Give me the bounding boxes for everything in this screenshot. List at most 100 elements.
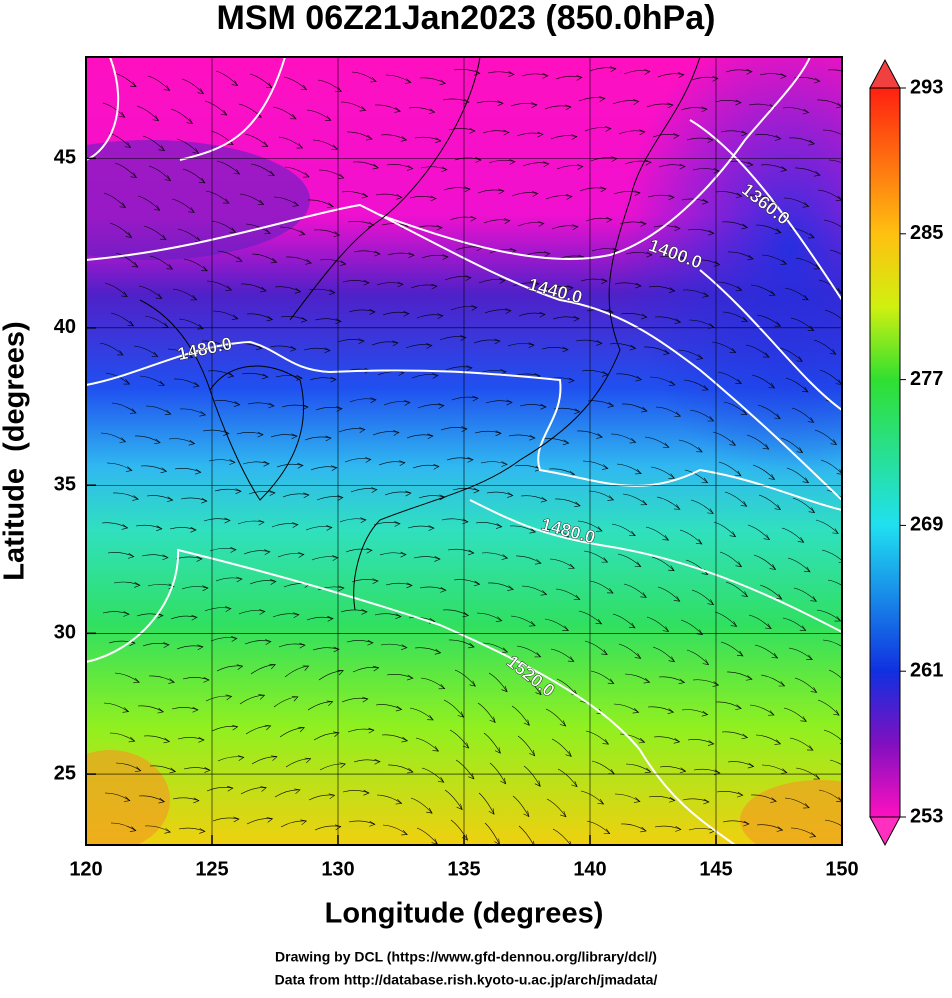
streamline — [612, 613, 636, 629]
stream-arrow — [427, 714, 434, 721]
streamline — [141, 554, 169, 558]
stream-arrow — [543, 161, 550, 168]
stream-arrow — [334, 824, 342, 831]
streamline — [589, 580, 614, 594]
colorbar-tick-label: 277 — [910, 368, 943, 390]
streamline — [624, 160, 652, 165]
streamline — [210, 130, 234, 145]
stream-arrow — [426, 343, 433, 349]
stream-arrow — [470, 215, 477, 222]
streamline — [206, 787, 233, 792]
streamline — [179, 408, 206, 416]
streamline — [818, 789, 842, 803]
y-axis-label: Latitude (degrees) — [0, 321, 31, 580]
stream-arrow — [227, 372, 235, 378]
stream-arrow — [646, 251, 653, 258]
stream-arrow — [461, 426, 468, 432]
streamline — [589, 67, 616, 72]
streamline — [784, 287, 809, 301]
colorbar-tick-label: 261 — [910, 659, 943, 681]
stream-arrow — [263, 460, 270, 467]
streamline — [816, 609, 841, 622]
stream-arrow — [339, 762, 346, 768]
stream-arrow — [231, 724, 239, 731]
streamline — [272, 613, 299, 618]
streamline — [138, 795, 165, 802]
streamline — [685, 559, 708, 575]
streamline — [201, 340, 228, 348]
stream-arrow — [499, 278, 506, 284]
streamline — [688, 319, 715, 328]
stream-arrow — [121, 291, 128, 297]
stream-arrow — [436, 224, 443, 231]
stream-arrow — [833, 709, 840, 716]
streamline — [722, 311, 748, 322]
streamline — [618, 130, 645, 135]
streamline — [754, 134, 781, 140]
stream-arrow — [225, 694, 233, 701]
streamline — [822, 639, 842, 647]
stream-arrow — [260, 286, 267, 293]
stream-arrow — [231, 314, 239, 320]
stream-arrow — [405, 490, 412, 497]
streamline — [717, 371, 742, 384]
streamline — [680, 107, 708, 111]
stream-arrow — [197, 88, 205, 95]
streamline — [178, 827, 205, 832]
streamline — [788, 137, 815, 145]
streamline — [380, 643, 407, 649]
stream-arrow — [509, 159, 516, 165]
stream-arrow — [679, 163, 686, 170]
stream-arrow — [836, 796, 842, 803]
stream-arrow — [408, 252, 415, 258]
streamline — [795, 767, 820, 780]
stream-arrow — [489, 716, 496, 724]
stream-arrow — [628, 622, 636, 629]
streamline — [212, 310, 238, 319]
streamline — [136, 105, 159, 121]
stream-arrow — [468, 549, 475, 556]
streamline — [654, 316, 681, 323]
streamline — [374, 613, 402, 617]
stream-arrow — [560, 811, 567, 818]
stream-arrow — [155, 293, 163, 299]
stream-arrow — [533, 281, 540, 288]
streamline — [137, 195, 160, 211]
streamline — [515, 555, 542, 564]
streamline — [686, 649, 709, 665]
stream-arrow — [607, 588, 614, 594]
streamline — [522, 675, 542, 695]
stream-arrow — [397, 281, 404, 288]
streamline — [353, 759, 381, 763]
stream-arrow — [333, 231, 341, 237]
streamline — [172, 797, 200, 802]
stream-arrow — [394, 107, 401, 113]
stream-arrow — [360, 517, 367, 524]
stream-arrow — [266, 315, 274, 322]
streamline — [305, 526, 332, 531]
streamline — [372, 431, 399, 436]
stream-arrow — [328, 793, 336, 800]
streamline — [720, 130, 748, 135]
stream-arrow — [774, 739, 782, 745]
streamline — [280, 820, 307, 828]
stream-arrow — [745, 675, 753, 681]
stream-arrow — [641, 406, 648, 413]
stream-arrow — [680, 256, 687, 262]
streamline — [483, 219, 510, 224]
streamline — [381, 734, 408, 742]
stream-arrow — [607, 678, 615, 684]
streamline — [783, 707, 807, 722]
stream-arrow — [847, 258, 853, 263]
streamline — [241, 372, 268, 378]
streamline — [750, 284, 776, 296]
streamline — [815, 519, 839, 534]
streamline — [693, 259, 720, 266]
streamline — [385, 74, 412, 83]
stream-arrow — [735, 192, 743, 199]
x-tick-label: 130 — [321, 858, 354, 880]
streamline — [277, 553, 304, 558]
streamline — [410, 284, 438, 289]
streamline — [684, 469, 708, 484]
streamline — [686, 137, 714, 141]
